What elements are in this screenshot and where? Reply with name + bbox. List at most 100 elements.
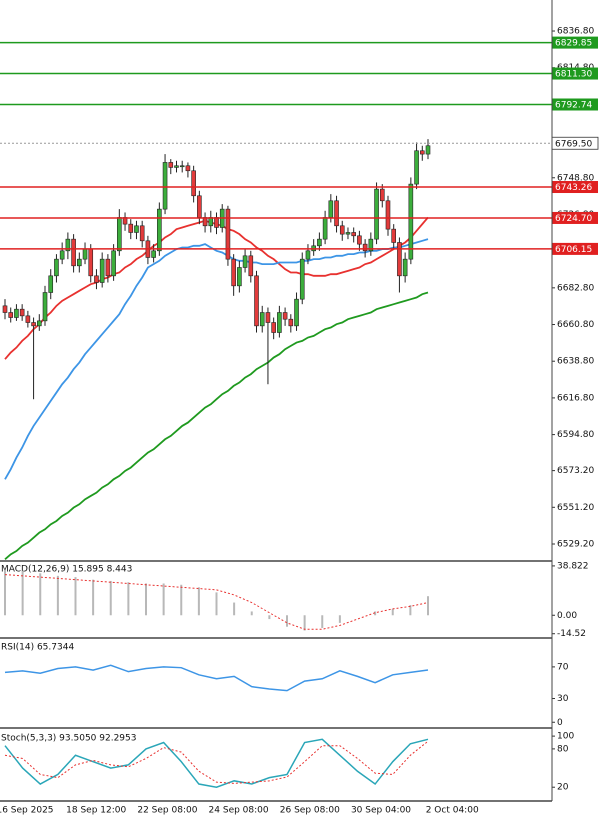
level-label: 6811.30 <box>555 70 592 80</box>
candle-body <box>134 225 139 233</box>
y-tick-label: 6529.20 <box>557 539 594 549</box>
moving-average <box>4 238 429 480</box>
candle-body <box>225 208 231 260</box>
y-tick-label: 0 <box>557 718 563 728</box>
macd-bar <box>303 615 306 631</box>
macd-bar <box>233 602 236 616</box>
macd-bar <box>391 608 394 616</box>
candle-body <box>157 208 162 252</box>
y-tick-label: 6573.20 <box>557 466 594 476</box>
y-tick-label: 70 <box>557 662 569 672</box>
candle-body <box>168 162 174 168</box>
candle-body <box>19 308 25 317</box>
candle-body <box>191 170 196 197</box>
y-tick-label: 80 <box>557 744 569 754</box>
macd-bar <box>39 573 42 616</box>
level-label: 6792.74 <box>555 100 592 110</box>
rsi-line <box>4 664 429 692</box>
macd-bar <box>374 611 377 616</box>
macd-bar <box>162 583 165 616</box>
level-tag <box>552 98 598 111</box>
candle-body <box>179 165 185 168</box>
macd-bar <box>92 579 95 616</box>
candle-body <box>334 200 339 227</box>
macd-signal <box>4 574 429 630</box>
candle-body <box>117 217 122 252</box>
candle-body <box>391 228 397 243</box>
y-tick-label: 100 <box>557 732 574 742</box>
stoch-signal <box>4 740 429 784</box>
candle-body <box>99 258 105 283</box>
candle-body <box>414 150 419 185</box>
candle-body <box>25 315 31 323</box>
indicator-title: Stoch(5,3,3) 93.5050 92.2953 <box>1 734 136 744</box>
candle-body <box>185 165 191 172</box>
level-tag <box>552 242 598 255</box>
candle-body <box>105 258 111 277</box>
candle-body <box>362 243 368 252</box>
candle-body <box>151 250 156 258</box>
level-label: 6706.15 <box>555 245 592 255</box>
y-tick-label: 6660.80 <box>557 320 594 330</box>
candle-body <box>231 258 236 287</box>
macd-bar <box>286 615 288 627</box>
candle-body <box>71 238 76 267</box>
macd-bar <box>21 570 24 616</box>
y-tick-label: 30 <box>557 694 569 704</box>
macd-bar <box>127 582 130 616</box>
y-tick-label: -14.52 <box>557 629 586 639</box>
candle-body <box>328 200 334 218</box>
macd-bar <box>427 596 429 616</box>
macd-bar <box>197 587 200 616</box>
moving-average <box>4 291 429 561</box>
level-label: 6724.70 <box>555 214 592 224</box>
macd-bar <box>56 575 59 616</box>
x-tick-label: 16 Sep 2025 <box>0 806 54 816</box>
x-tick-label: 24 Sep 08:00 <box>209 806 269 816</box>
x-tick-label: 26 Sep 08:00 <box>280 806 340 816</box>
y-tick-label: 6616.80 <box>557 393 594 403</box>
x-tick-label: 2 Oct 04:00 <box>426 806 479 816</box>
y-tick-label: 6551.20 <box>557 503 594 513</box>
candle-body <box>339 225 345 235</box>
candle-body <box>277 312 282 333</box>
candle-body <box>271 322 276 333</box>
candle-body <box>88 248 94 277</box>
x-tick-label: 30 Sep 04:00 <box>351 806 411 816</box>
candle-body <box>254 275 259 327</box>
candle-body <box>265 312 271 323</box>
macd-bar <box>250 611 253 616</box>
candle-body <box>139 225 145 242</box>
macd-bar <box>321 615 324 628</box>
candle-body <box>111 250 116 277</box>
candle-body <box>54 258 59 277</box>
macd-bar <box>215 592 218 616</box>
candle-body <box>242 255 248 268</box>
candle-body <box>59 250 65 260</box>
candle-body <box>77 258 82 267</box>
level-label: 6743.26 <box>555 183 592 193</box>
candle-body <box>202 217 208 227</box>
candle-body <box>282 312 288 320</box>
macd-bar <box>109 580 112 616</box>
candle-body <box>42 292 48 322</box>
candle-body <box>36 320 42 327</box>
level-tag <box>552 36 598 49</box>
macd-bar <box>338 615 341 623</box>
candle-body <box>8 312 14 318</box>
candle-body <box>419 150 425 155</box>
candle-body <box>48 275 54 293</box>
candle-body <box>294 298 299 327</box>
candle-body <box>174 165 179 168</box>
y-tick-label: 20 <box>557 783 569 793</box>
level-label: 6829.85 <box>555 39 592 49</box>
level-tag <box>552 181 598 194</box>
level-tag <box>552 211 598 224</box>
candle-body <box>237 267 242 287</box>
candle-body <box>208 217 214 227</box>
macd-bar <box>74 577 77 616</box>
candle-body <box>317 238 322 247</box>
indicator-title: RSI(14) 65.7344 <box>1 643 74 653</box>
candle-body <box>402 258 408 277</box>
